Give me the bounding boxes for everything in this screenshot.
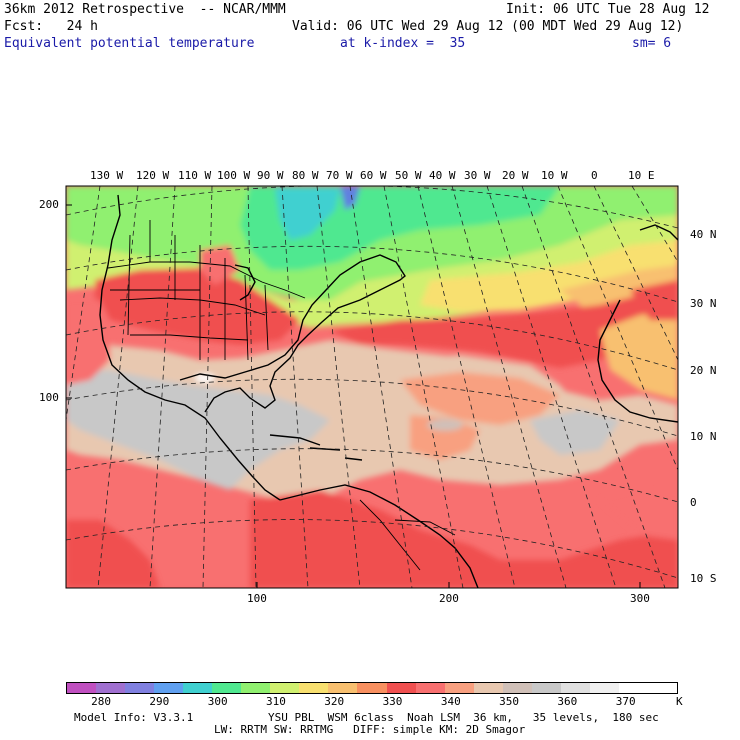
lon-label: 10 W <box>541 169 568 182</box>
lat-label: 20 N <box>690 364 717 377</box>
lon-label: 50 W <box>395 169 422 182</box>
lon-label: 100 W <box>217 169 251 182</box>
colorbar-swatch <box>125 683 155 693</box>
lon-label: 30 W <box>464 169 491 182</box>
theta-e-field <box>66 186 678 588</box>
map-frame <box>65 185 679 589</box>
colorbar-swatch <box>299 683 329 693</box>
colorbar-tick-label: 310 <box>266 695 286 708</box>
colorbar-swatch <box>444 683 474 693</box>
colorbar-tick-label: 350 <box>499 695 520 708</box>
lon-label: 60 W <box>360 169 387 182</box>
lon-label: 110 W <box>178 169 212 182</box>
forecast-hour: Fcst: 24 h <box>4 19 98 34</box>
axis-ticks <box>66 204 641 588</box>
lon-label: 130 W <box>90 169 124 182</box>
colorbar-swatch <box>647 683 677 693</box>
valid-time: Valid: 06 UTC Wed 29 Aug 12 (00 MDT Wed … <box>292 19 684 34</box>
lat-label: 30 N <box>690 297 717 310</box>
colorbar-swatch <box>589 683 619 693</box>
colorbar-swatch <box>154 683 184 693</box>
level-label: at k-index = 35 <box>340 36 466 51</box>
x-grid-label: 100 <box>247 592 267 605</box>
colorbar-swatch <box>67 683 97 693</box>
colorbar-tick-label: 300 <box>207 695 228 708</box>
y-grid-label: 200 <box>39 198 59 211</box>
colorbar-tick-label: 280 <box>91 695 112 708</box>
colorbar-swatch <box>357 683 387 693</box>
lat-label: 10 N <box>690 430 717 443</box>
coastlines <box>99 194 678 588</box>
y-grid-label: 100 <box>39 391 59 404</box>
colorbar-swatch <box>183 683 213 693</box>
physics-line-1: YSU PBL WSM 6class Noah LSM 36 km, 35 le… <box>268 711 659 724</box>
lon-label: 70 W <box>326 169 353 182</box>
smoothing-label: sm= 6 <box>632 36 672 51</box>
lon-label: 80 W <box>292 169 319 182</box>
colorbar-tick-label: 360 <box>557 695 578 708</box>
lon-label: 120 W <box>136 169 170 182</box>
colorbar-swatch <box>270 683 300 693</box>
colorbar-tick-label: 340 <box>440 695 461 708</box>
colorbar-tick-label: 370 <box>615 695 636 708</box>
colorbar-swatch <box>241 683 271 693</box>
init-time: Init: 06 UTC Tue 28 Aug 12 <box>506 2 710 17</box>
lon-label: 0 <box>591 169 598 182</box>
model-title: 36km 2012 Retrospective -- NCAR/MMM <box>4 2 286 17</box>
colorbar-tick-label: 290 <box>149 695 170 708</box>
lon-label: 40 W <box>429 169 456 182</box>
lon-label: 20 W <box>502 169 529 182</box>
colorbar-swatch <box>560 683 590 693</box>
colorbar-swatch <box>618 683 648 693</box>
colorbar-swatch <box>473 683 503 693</box>
x-grid-label: 200 <box>439 592 459 605</box>
field-name: Equivalent potential temperature <box>4 36 255 51</box>
colorbar-swatch <box>96 683 126 693</box>
colorbar <box>66 682 678 694</box>
colorbar-unit: K <box>676 695 683 708</box>
political-boundaries <box>107 220 456 571</box>
colorbar-tick-label: 330 <box>382 695 403 708</box>
model-info: Model Info: V3.3.1 <box>74 711 194 724</box>
colorbar-swatch <box>502 683 532 693</box>
colorbar-swatch <box>212 683 242 693</box>
colorbar-tick-label: 320 <box>324 695 345 708</box>
physics-line-2: LW: RRTM SW: RRTMG DIFF: simple KM: 2D S… <box>214 723 526 736</box>
colorbar-swatch <box>328 683 358 693</box>
colorbar-swatch <box>531 683 561 693</box>
x-grid-label: 300 <box>630 592 650 605</box>
graticule <box>66 186 678 588</box>
colorbar-swatch <box>415 683 445 693</box>
lon-label: 90 W <box>257 169 284 182</box>
lon-label: 10 E <box>628 169 655 182</box>
lat-label: 40 N <box>690 228 717 241</box>
lat-label: 0 <box>690 496 697 509</box>
colorbar-swatch <box>386 683 416 693</box>
lat-label: 10 S <box>690 572 717 585</box>
